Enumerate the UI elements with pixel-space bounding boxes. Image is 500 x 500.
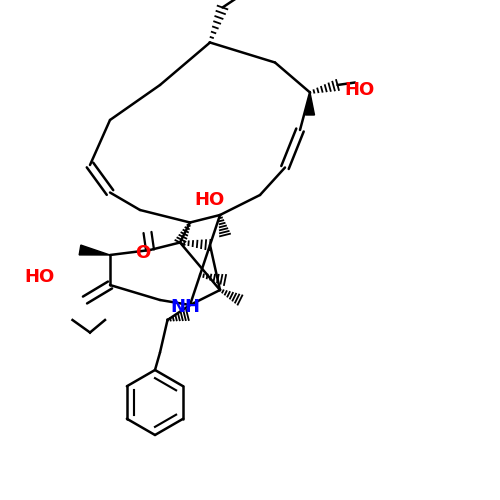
Polygon shape (306, 92, 314, 115)
Text: HO: HO (345, 81, 375, 99)
Polygon shape (79, 245, 110, 255)
Text: NH: NH (170, 298, 200, 316)
Text: O: O (135, 244, 150, 262)
Text: HO: HO (195, 191, 225, 209)
Text: HO: HO (25, 268, 55, 286)
